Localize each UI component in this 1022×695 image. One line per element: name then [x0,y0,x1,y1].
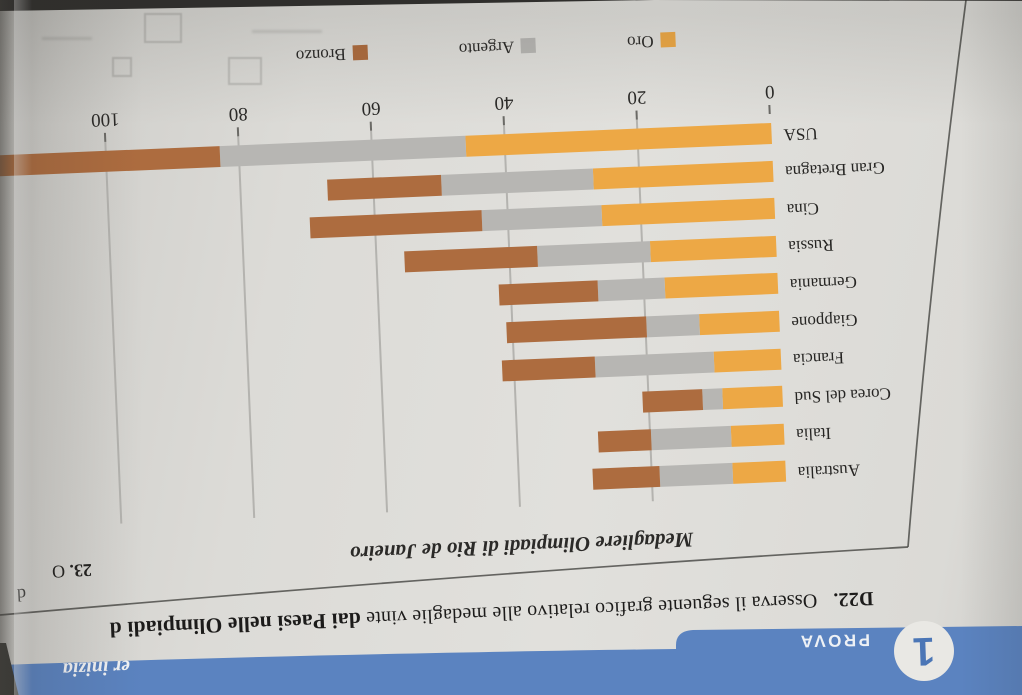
adjacent-column-fragment-bottom: 23. O [51,559,93,583]
header-band [0,626,1022,695]
adjacent-exercise-number: 23. [69,559,93,582]
page-curl-shadow [0,0,14,695]
header-band-right-text: er inizia [62,655,131,681]
prova-badge-number: 1 [912,629,936,674]
exercise-number: D22. [832,587,874,611]
prova-badge-circle: 1 [894,621,954,681]
header-band-shape [0,626,1022,695]
prova-badge-label: PROVA [798,630,871,651]
page-curl-highlight [14,0,32,695]
adjacent-exercise-letter: O [51,561,66,583]
